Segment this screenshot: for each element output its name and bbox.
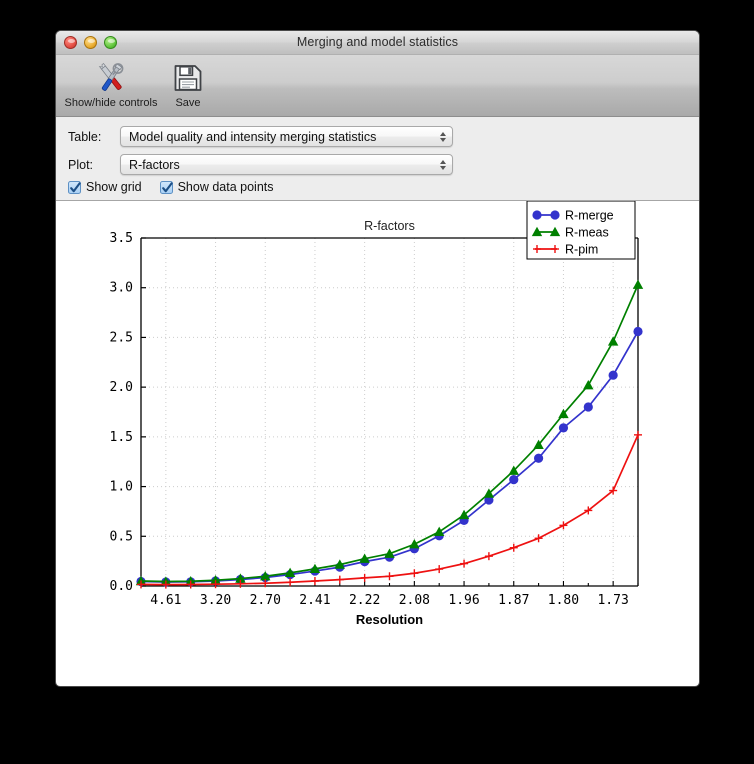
x-tick-label: 4.61 <box>150 593 181 608</box>
data-point <box>359 553 370 563</box>
x-tick-label: 1.96 <box>448 593 479 608</box>
chart-background <box>56 201 699 679</box>
save-button[interactable]: Save <box>160 59 216 109</box>
grid-lines <box>141 238 638 586</box>
data-point <box>532 210 542 220</box>
plot-select[interactable]: R-factors <box>120 154 453 175</box>
data-point <box>484 495 494 505</box>
toolbar: Show/hide controls Save <box>56 55 699 117</box>
data-point <box>534 453 544 463</box>
table-row: Table: Model quality and intensity mergi… <box>68 124 699 149</box>
floppy-disk-icon <box>173 61 203 95</box>
chevron-up-icon <box>440 159 446 164</box>
y-axis: 0.0 0.5 1.0 1.5 2.0 2.5 3.0 3.5 <box>110 231 146 594</box>
x-tick-label: 2.70 <box>250 593 281 608</box>
chevron-up-icon <box>440 131 446 136</box>
data-point <box>483 488 495 498</box>
show-data-points-checkbox[interactable]: Show data points <box>159 180 274 194</box>
x-tick-label: 2.22 <box>349 593 380 608</box>
checkbox-row: Show grid Show data points <box>68 180 699 194</box>
x-tick-label: 1.80 <box>548 593 579 608</box>
table-select[interactable]: Model quality and intensity merging stat… <box>120 126 453 147</box>
show-hide-controls-button[interactable]: Show/hide controls <box>62 59 160 109</box>
data-point <box>210 575 221 585</box>
x-tick-label: 1.87 <box>498 593 529 608</box>
checkmark-icon <box>68 180 81 194</box>
y-tick-label: 0.5 <box>110 529 133 544</box>
data-point <box>409 539 420 549</box>
y-tick-label: 3.5 <box>110 231 133 246</box>
stepper-icon <box>440 131 446 142</box>
legend-label: R-pim <box>565 243 598 257</box>
plot-label: Plot: <box>68 157 94 172</box>
series-r-meas <box>135 279 644 586</box>
plot-select-value: R-factors <box>129 157 180 172</box>
data-point <box>508 465 519 475</box>
show-grid-checkbox[interactable]: Show grid <box>68 180 142 194</box>
data-point <box>633 326 643 337</box>
data-point <box>583 379 594 390</box>
data-point <box>334 559 345 569</box>
chart-title: R-factors <box>364 219 415 233</box>
show-data-points-label: Show data points <box>177 180 274 194</box>
window-title: Merging and model statistics <box>296 35 459 49</box>
show-grid-label: Show grid <box>86 180 142 194</box>
data-point <box>549 226 561 237</box>
zoom-button[interactable] <box>104 36 117 49</box>
legend-label: R-merge <box>565 209 614 223</box>
legend-label: R-meas <box>565 226 609 240</box>
data-point <box>533 439 544 449</box>
x-tick-label: 2.08 <box>399 593 430 608</box>
y-tick-label: 2.5 <box>110 330 133 345</box>
window-controls <box>64 36 117 49</box>
save-label: Save <box>175 97 201 109</box>
checkmark-icon <box>159 180 173 194</box>
data-point <box>509 475 519 485</box>
x-tick-label: 3.20 <box>200 593 231 608</box>
data-point <box>434 526 445 536</box>
data-point <box>235 573 246 583</box>
plot-row: Plot: R-factors <box>68 152 699 177</box>
x-axis: 4.61 3.20 2.70 2.41 2.22 2.08 1.96 1.87 1.80 1.73 <box>140 581 639 608</box>
controls-panel: Table: Model quality and intensity mergi… <box>56 117 699 201</box>
data-point <box>550 210 560 220</box>
data-point <box>632 279 644 289</box>
application-window: Merging and model statistics <box>55 30 700 687</box>
x-tick-label: 1.73 <box>597 593 628 608</box>
stepper-icon <box>440 159 446 170</box>
data-point <box>260 571 271 581</box>
x-axis-label: Resolution <box>356 612 423 627</box>
y-tick-label: 0.0 <box>110 579 133 594</box>
show-hide-controls-label: Show/hide controls <box>64 97 158 109</box>
data-point <box>458 509 470 520</box>
r-factors-chart: 0.0 0.5 1.0 1.5 2.0 2.5 3.0 3.5 4.61 3.20 2.70 2.41… <box>56 201 699 679</box>
table-select-value: Model quality and intensity merging stat… <box>129 129 377 144</box>
close-button[interactable] <box>64 36 77 49</box>
window-titlebar[interactable]: Merging and model statistics <box>56 31 699 55</box>
chevron-down-icon <box>440 165 446 170</box>
data-point <box>384 548 395 558</box>
table-label: Table: <box>68 129 102 144</box>
minimize-button[interactable] <box>84 36 97 49</box>
x-tick-label: 2.41 <box>299 593 330 608</box>
data-point <box>607 336 619 346</box>
data-point <box>531 226 543 237</box>
y-tick-label: 3.0 <box>110 281 133 296</box>
plot-area: 0.0 0.5 1.0 1.5 2.0 2.5 3.0 3.5 4.61 3.20 2.70 2.41… <box>56 201 699 679</box>
y-tick-label: 1.5 <box>110 430 133 445</box>
data-point <box>284 567 296 578</box>
tools-icon <box>94 61 128 95</box>
chart-legend: R-merge R-meas R-pim <box>526 201 636 260</box>
series-r-pim <box>137 430 642 589</box>
y-tick-label: 1.0 <box>110 480 133 495</box>
chevron-down-icon <box>440 137 446 142</box>
data-point <box>309 563 321 574</box>
data-point <box>583 402 593 412</box>
data-point <box>558 408 569 419</box>
data-point <box>558 423 569 433</box>
y-tick-label: 2.0 <box>110 380 133 395</box>
data-point <box>608 370 618 380</box>
